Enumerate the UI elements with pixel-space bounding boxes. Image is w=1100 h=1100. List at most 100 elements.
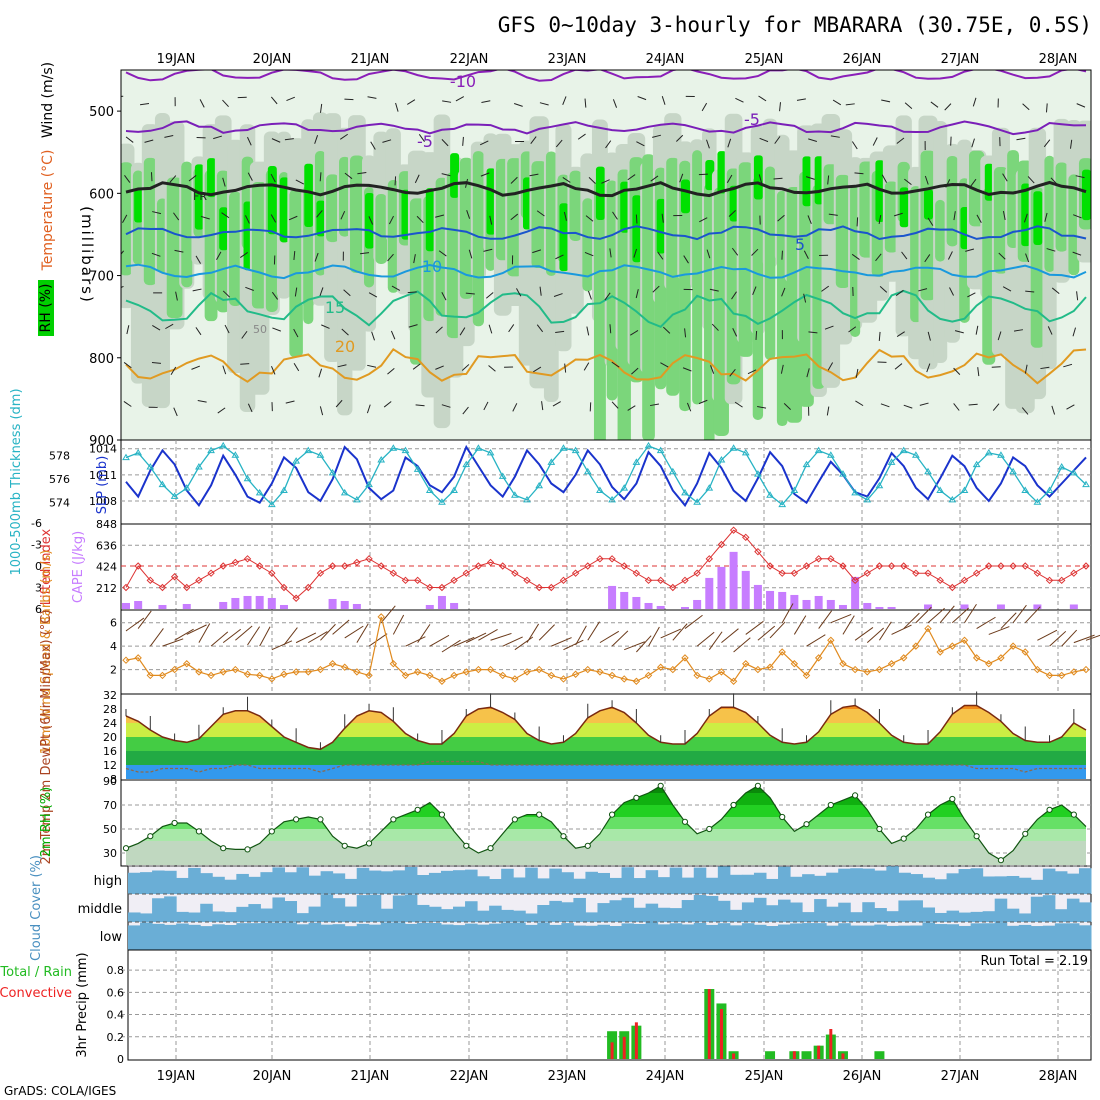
upper-wind-barb [1072, 251, 1082, 256]
cloud-cell-low [272, 922, 285, 950]
upper-wind-barb [241, 330, 248, 339]
isotherm-label: 20 [335, 337, 355, 356]
upper-wind-barb [755, 330, 758, 340]
thickness-marker [1057, 463, 1066, 470]
upper-wind-barb [609, 248, 612, 258]
upper-wind-barb [164, 135, 174, 138]
cloud-cell-middle [573, 897, 586, 922]
cloud-cell-middle [741, 902, 755, 922]
date-label-top: 23JAN [548, 52, 587, 67]
cloud-cell-high [356, 867, 370, 894]
lifted-index-marker [620, 562, 628, 570]
cloud-cell-low [260, 922, 273, 950]
rh-marker [633, 794, 640, 801]
rh-marker [608, 811, 616, 818]
cloud-layer-label: middle [78, 902, 122, 917]
upper-wind-barb [341, 328, 349, 336]
upper-wind-barb [729, 368, 736, 377]
upper-wind-barb [918, 288, 928, 292]
wind-barb [976, 616, 996, 630]
cloud-cell-low [248, 923, 261, 950]
date-label-top: 28JAN [1039, 52, 1078, 67]
wind-speed-marker [948, 642, 957, 650]
upper-wind-barb [199, 99, 205, 108]
rh-bright-region [450, 153, 460, 198]
cloud-cell-middle [308, 906, 322, 922]
date-label-bottom: 25JAN [745, 1069, 784, 1084]
cloud-cell-high [537, 878, 550, 894]
upper-wind-barb [855, 400, 864, 407]
upper-wind-barb [152, 325, 161, 331]
precip-tick-label: 0 [117, 1053, 124, 1066]
cloud-cell-low [826, 925, 839, 950]
upper-wind-barb [992, 403, 1000, 411]
upper-wind-barb [247, 403, 253, 413]
precip-panel: 0 0.2 0.4 0.6 0.8 Run Total = 2.19 3hr Preci… [0, 949, 1092, 1066]
cloud-cell-middle [489, 905, 502, 922]
thickness-marker [851, 488, 859, 496]
lifted-index-marker [900, 562, 908, 570]
cloud-cell-low [717, 923, 731, 950]
upper-wind-barb [926, 363, 931, 373]
upper-wind-barb [555, 254, 564, 260]
cloud-cell-low [428, 922, 442, 950]
upper-wind-barb [731, 291, 737, 300]
cloud-cell-high [320, 871, 334, 894]
cloud-cell-middle [176, 911, 189, 922]
isotherm-label: -10 [450, 72, 476, 91]
cloud-cell-middle [874, 908, 887, 922]
upper-wind-barb [217, 407, 226, 414]
cloud-cell-high [741, 874, 755, 894]
rh-bright-region [267, 166, 277, 235]
upper-wind-barb [530, 136, 537, 145]
temp-line [125, 704, 1087, 751]
cloud-cell-high [188, 867, 201, 894]
rh-marker [147, 833, 154, 840]
cloud-cell-middle [428, 906, 442, 922]
cloud-cell-low [356, 923, 370, 950]
upper-wind-barb [1022, 103, 1030, 111]
wind-speed-marker [413, 668, 422, 676]
cloud-cell-low [1006, 925, 1020, 950]
cloud-cell-low [308, 922, 322, 950]
wind-speed-marker [887, 660, 896, 668]
rh-bright-region [1033, 191, 1043, 245]
upper-wind-barb [758, 95, 767, 102]
upper-wind-barb [510, 213, 519, 221]
li-tick-label: -6 [31, 517, 42, 530]
wind-barb [878, 621, 892, 641]
cloud-cell-middle [922, 907, 936, 922]
upper-wind-barb [555, 139, 563, 148]
upper-wind-barb [216, 251, 222, 261]
cloud-cell-low [284, 922, 298, 950]
lifted-index-marker [341, 562, 349, 570]
cape-bar [693, 599, 702, 609]
cloud-cell-low [994, 922, 1008, 950]
thickness-marker [681, 488, 689, 496]
pressure-tick-label: 500 [89, 105, 114, 120]
upper-wind-barb [726, 174, 733, 184]
cloud-cell-low [597, 924, 610, 950]
wind-speed-marker [316, 665, 325, 674]
lifted-index-marker [122, 583, 130, 592]
cloud-cell-high [140, 872, 153, 894]
rh-bright-region [279, 177, 289, 243]
wind-speed-marker [705, 675, 713, 683]
wind-speed-marker [972, 654, 981, 662]
upper-wind-barb [125, 136, 134, 143]
cloud-cell-high [1006, 875, 1020, 894]
cloud-cell-middle [790, 902, 803, 922]
thickness-marker [510, 491, 519, 498]
wind-barb [563, 639, 584, 651]
cloud-cell-middle [260, 908, 273, 922]
thickness-marker [207, 446, 215, 454]
cloud-cell-middle [645, 903, 659, 922]
cape-bar [863, 602, 872, 609]
wind-speed-marker [742, 660, 750, 668]
wind-barb [344, 625, 364, 639]
thickness-marker [146, 463, 155, 470]
thickness-marker [826, 451, 835, 458]
thickness-marker [122, 453, 130, 461]
thickness-marker [498, 472, 507, 479]
upper-wind-barb [344, 98, 354, 101]
